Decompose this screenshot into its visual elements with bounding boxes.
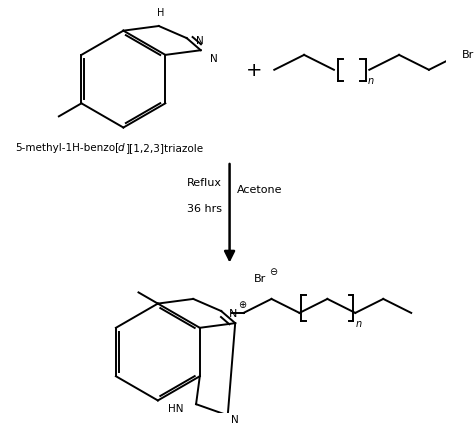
Text: HN: HN xyxy=(167,403,183,413)
Text: N: N xyxy=(228,308,237,318)
Text: Br: Br xyxy=(254,274,266,284)
Text: 36 hrs: 36 hrs xyxy=(187,203,222,213)
Text: ⊕: ⊕ xyxy=(238,299,246,309)
Text: H: H xyxy=(157,8,164,18)
Text: Reflux: Reflux xyxy=(187,177,222,187)
Text: Br: Br xyxy=(462,50,474,60)
Text: N: N xyxy=(210,54,218,64)
Text: d: d xyxy=(118,143,125,153)
Text: 5-methyl-1H-benzo[: 5-methyl-1H-benzo[ xyxy=(15,143,119,153)
Text: ][1,2,3]triazole: ][1,2,3]triazole xyxy=(126,143,204,153)
Text: N: N xyxy=(231,414,239,424)
Text: ⊖: ⊖ xyxy=(269,266,277,276)
Text: Acetone: Acetone xyxy=(237,184,283,194)
Text: n: n xyxy=(367,76,374,86)
Text: n: n xyxy=(356,318,362,328)
Text: N: N xyxy=(196,36,204,46)
Text: +: + xyxy=(246,61,262,80)
